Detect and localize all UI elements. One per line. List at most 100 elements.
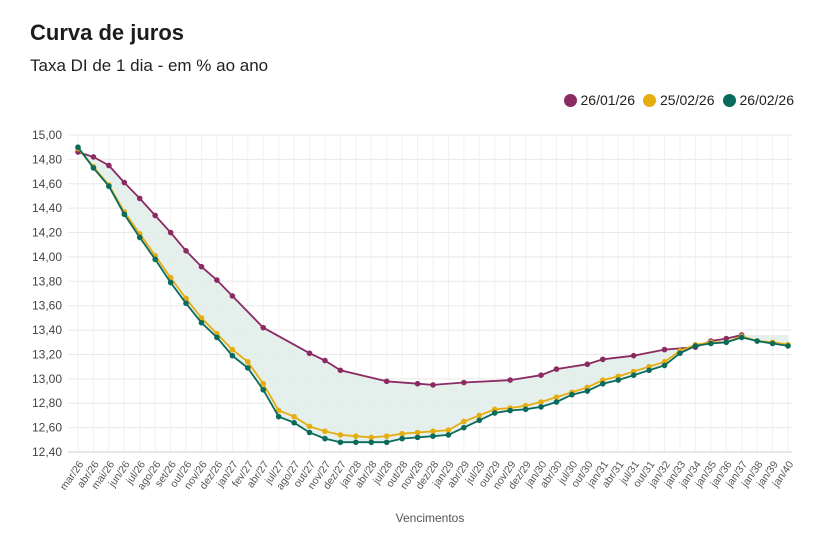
- data-point[interactable]: [677, 350, 683, 357]
- data-point[interactable]: [599, 380, 606, 387]
- data-point[interactable]: [553, 394, 560, 400]
- data-point[interactable]: [414, 429, 421, 436]
- data-point[interactable]: [723, 339, 730, 346]
- data-point[interactable]: [152, 256, 158, 263]
- legend-label-1: 26/01/26: [580, 92, 636, 108]
- data-point[interactable]: [538, 372, 544, 378]
- data-point[interactable]: [275, 407, 282, 414]
- data-point[interactable]: [769, 340, 776, 347]
- data-point[interactable]: [368, 439, 375, 446]
- data-point[interactable]: [708, 340, 714, 347]
- data-point[interactable]: [461, 418, 467, 425]
- data-point[interactable]: [553, 399, 560, 405]
- y-tick-label: 14,80: [32, 152, 62, 166]
- data-point[interactable]: [615, 377, 622, 383]
- data-point[interactable]: [507, 377, 513, 383]
- data-point[interactable]: [90, 154, 97, 160]
- data-point[interactable]: [136, 195, 143, 202]
- data-point[interactable]: [244, 365, 251, 371]
- data-point[interactable]: [229, 346, 236, 353]
- data-point[interactable]: [661, 362, 668, 369]
- data-point[interactable]: [306, 429, 313, 436]
- data-point[interactable]: [167, 279, 174, 286]
- data-point[interactable]: [692, 343, 699, 349]
- legend-item-3[interactable]: 26/02/26: [722, 92, 794, 108]
- data-point[interactable]: [136, 234, 143, 241]
- data-point[interactable]: [399, 435, 405, 442]
- data-point[interactable]: [291, 413, 297, 420]
- data-point[interactable]: [599, 356, 606, 363]
- data-point[interactable]: [183, 248, 189, 254]
- data-point[interactable]: [414, 380, 421, 387]
- data-point[interactable]: [430, 428, 436, 435]
- data-point[interactable]: [167, 229, 174, 236]
- data-point[interactable]: [461, 424, 467, 431]
- data-point[interactable]: [584, 388, 591, 394]
- data-point[interactable]: [152, 212, 158, 219]
- data-point[interactable]: [121, 179, 128, 186]
- data-point[interactable]: [337, 432, 344, 438]
- data-point[interactable]: [399, 430, 405, 437]
- data-point[interactable]: [322, 435, 328, 442]
- y-tick-label: 14,20: [32, 226, 62, 240]
- data-point[interactable]: [337, 439, 344, 446]
- data-point[interactable]: [491, 410, 498, 416]
- data-point[interactable]: [306, 350, 313, 357]
- data-point[interactable]: [445, 427, 452, 433]
- data-point[interactable]: [353, 439, 359, 446]
- data-point[interactable]: [275, 413, 282, 420]
- data-point[interactable]: [383, 439, 390, 446]
- data-point[interactable]: [322, 357, 328, 364]
- data-point[interactable]: [121, 211, 128, 218]
- data-point[interactable]: [738, 334, 745, 341]
- data-point[interactable]: [445, 432, 452, 438]
- change-band: [78, 147, 788, 443]
- data-point[interactable]: [430, 433, 436, 439]
- data-point[interactable]: [754, 338, 760, 344]
- data-point[interactable]: [584, 361, 591, 368]
- data-point[interactable]: [106, 162, 112, 169]
- data-point[interactable]: [214, 334, 220, 341]
- data-point[interactable]: [368, 434, 375, 441]
- data-point[interactable]: [183, 295, 189, 302]
- data-point[interactable]: [430, 382, 436, 388]
- data-point[interactable]: [538, 399, 544, 405]
- data-point[interactable]: [260, 324, 267, 331]
- data-point[interactable]: [414, 434, 421, 441]
- data-point[interactable]: [244, 358, 251, 365]
- data-point[interactable]: [630, 352, 637, 359]
- data-point[interactable]: [476, 412, 483, 419]
- data-point[interactable]: [198, 319, 205, 326]
- data-point[interactable]: [229, 293, 236, 299]
- data-point[interactable]: [569, 391, 575, 398]
- data-point[interactable]: [630, 372, 637, 378]
- data-point[interactable]: [337, 367, 344, 374]
- data-point[interactable]: [522, 406, 529, 413]
- data-point[interactable]: [322, 428, 328, 435]
- data-point[interactable]: [507, 407, 513, 414]
- data-point[interactable]: [90, 165, 97, 171]
- data-point[interactable]: [646, 367, 652, 374]
- data-point[interactable]: [198, 315, 205, 321]
- data-point[interactable]: [306, 423, 313, 430]
- data-point[interactable]: [291, 419, 297, 426]
- data-point[interactable]: [461, 379, 467, 386]
- data-point[interactable]: [106, 183, 112, 190]
- data-point[interactable]: [553, 366, 560, 372]
- data-point[interactable]: [214, 277, 220, 283]
- data-point[interactable]: [785, 343, 791, 349]
- data-point[interactable]: [353, 433, 359, 439]
- data-point[interactable]: [383, 378, 390, 385]
- data-point[interactable]: [538, 404, 544, 410]
- legend-item-2[interactable]: 25/02/26: [643, 92, 715, 108]
- data-point[interactable]: [229, 352, 236, 359]
- data-point[interactable]: [75, 144, 81, 150]
- data-point[interactable]: [198, 263, 205, 270]
- data-point[interactable]: [260, 387, 267, 393]
- data-point[interactable]: [661, 346, 668, 353]
- legend-item-1[interactable]: 26/01/26: [563, 92, 636, 108]
- data-point[interactable]: [383, 433, 390, 439]
- data-point[interactable]: [476, 417, 483, 424]
- data-point[interactable]: [260, 380, 267, 387]
- data-point[interactable]: [183, 300, 189, 307]
